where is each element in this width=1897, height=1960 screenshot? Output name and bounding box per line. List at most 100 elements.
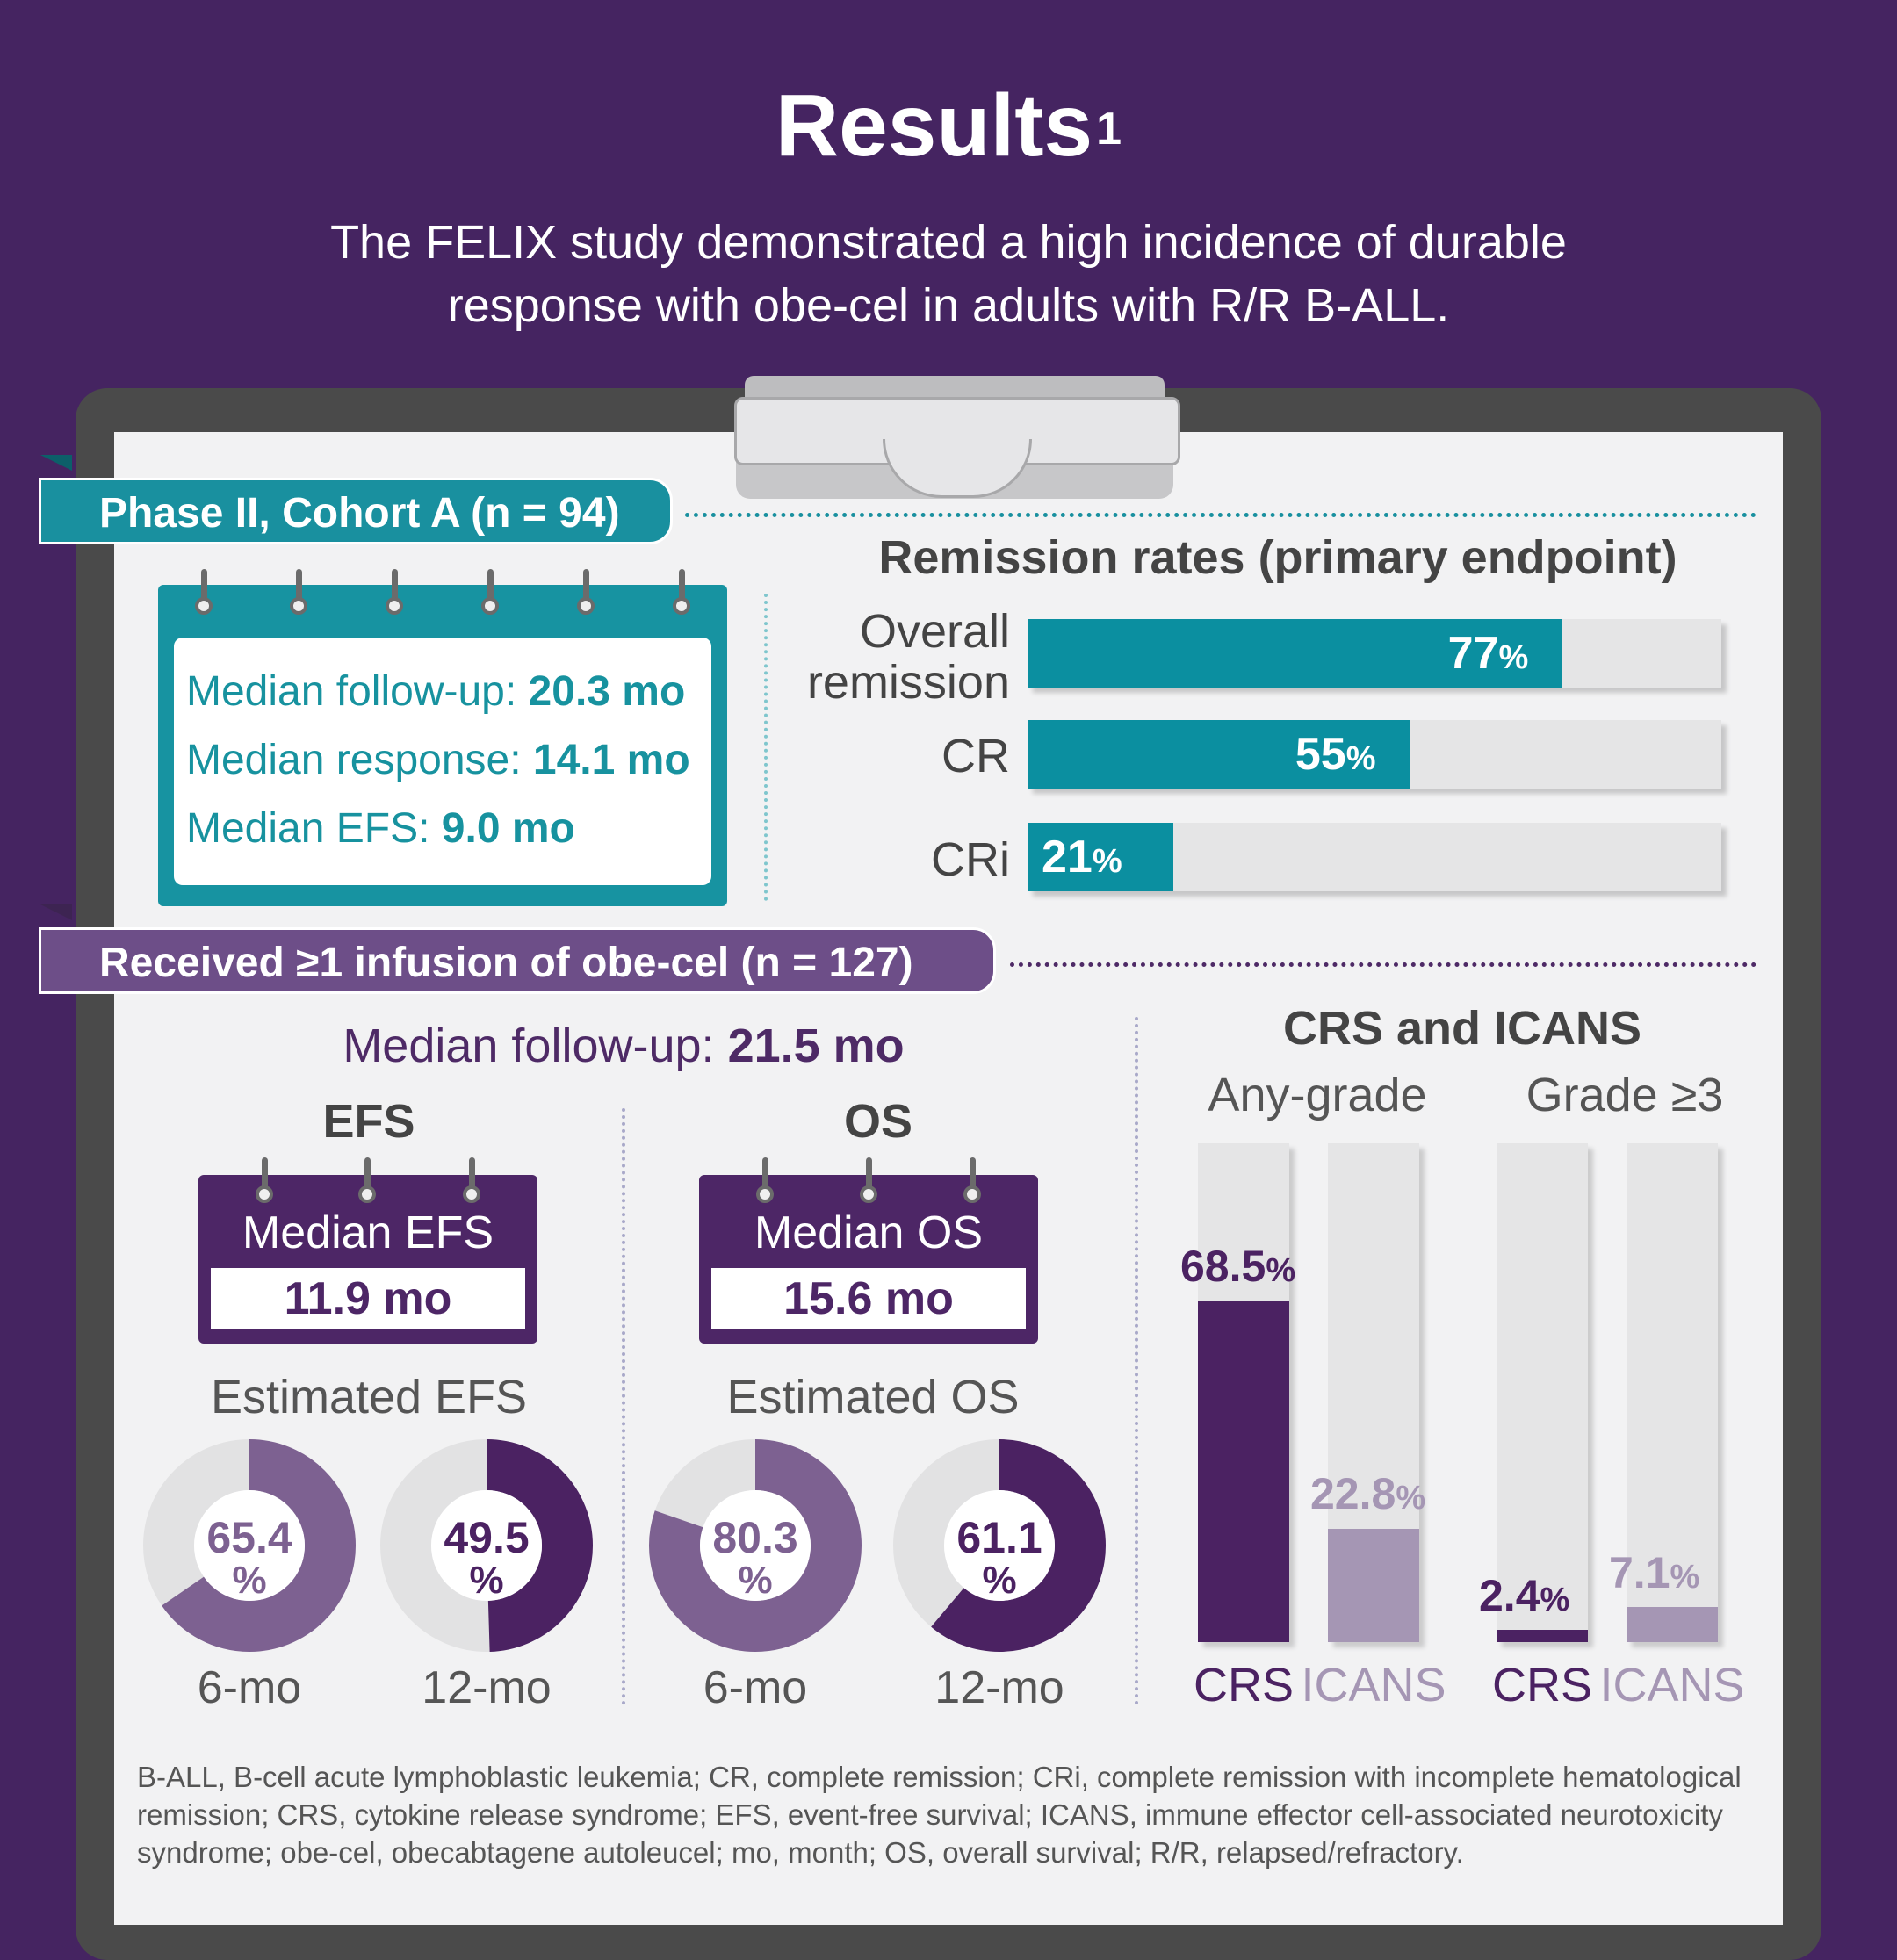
os-heading: OS (843, 1095, 913, 1148)
efs-median-label: Median EFS (242, 1207, 494, 1258)
any-grade-label: Any-grade (1208, 1069, 1427, 1121)
os-6mo-label: 6-mo (703, 1662, 808, 1713)
cohort-a-calendar-page (174, 638, 711, 885)
calendar-ring (756, 1185, 774, 1203)
cohort-a-efs: Median EFS: 9.0 mo (186, 805, 575, 852)
vbar-fill (1328, 1528, 1419, 1642)
donut-arc (143, 1439, 356, 1652)
remission-bar-fill (1028, 619, 1562, 688)
calendar-ring-stem (296, 569, 302, 604)
calendar-ring-stem (762, 1157, 768, 1193)
banner-fold (40, 455, 72, 471)
calendar-ring-stem (866, 1157, 872, 1193)
donut-value: 65.4 (206, 1513, 292, 1562)
donut-center (944, 1490, 1055, 1601)
efs-6mo-label: 6-mo (197, 1662, 302, 1713)
clipboard-clip (734, 397, 1180, 465)
remission-bar-fill (1028, 720, 1410, 789)
donut-value: 61.1 (956, 1513, 1042, 1562)
infused-followup: Median follow-up: 21.5 mo (343, 1020, 905, 1072)
calendar-ring-stem (201, 569, 207, 604)
calendar-ring-stem (364, 1157, 371, 1193)
os-median-label: Median OS (754, 1207, 984, 1258)
donut-value: 49.5 (444, 1513, 529, 1562)
remission-bar-overall: 77% (1028, 619, 1721, 688)
vbar-category: ICANS (1599, 1659, 1745, 1711)
purple-dotted-divider (1010, 962, 1756, 967)
calendar-ring (463, 1185, 480, 1203)
donut-value: 80.3 (712, 1513, 797, 1562)
os-estimated-label: Estimated OS (726, 1371, 1020, 1423)
donut-unit: % (469, 1559, 503, 1602)
banner-fold (40, 904, 72, 920)
calendar-ring (481, 597, 499, 615)
os-12mo-label: 12-mo (934, 1662, 1064, 1713)
vbar-category: CRS (1193, 1659, 1294, 1711)
efs-estimated-label: Estimated EFS (210, 1371, 528, 1423)
calendar-ring-stem (583, 569, 589, 604)
remission-bar-value: 21% (1042, 832, 1122, 883)
donut-unit: % (232, 1559, 266, 1602)
calendar-ring-stem (487, 569, 494, 604)
donut-center (700, 1490, 811, 1601)
calendar-ring (577, 597, 595, 615)
infused-banner: Received ≥1 infusion of obe-cel (n = 127… (39, 927, 996, 994)
efs-heading: EFS (322, 1095, 415, 1148)
vbar-category: CRS (1491, 1659, 1592, 1711)
donut-arc (893, 1439, 1106, 1652)
calendar-ring (290, 597, 307, 615)
remission-label-cr: CR (941, 730, 1010, 782)
calendar-ring (358, 1185, 376, 1203)
donut-unit: % (982, 1559, 1016, 1602)
vbar-crs-0 (1198, 1143, 1289, 1642)
efs-os-divider (622, 1108, 625, 1705)
donut-arc (649, 1439, 862, 1652)
donut-arc (380, 1439, 593, 1652)
cohort-a-banner: Phase II, Cohort A (n = 94) (39, 478, 673, 544)
vbar-crs-2 (1497, 1143, 1588, 1642)
calendar-ring (673, 597, 690, 615)
calendar-ring-stem (970, 1157, 976, 1193)
grade3-label: Grade ≥3 (1526, 1069, 1724, 1121)
efs-6mo-donut: 65.4% (143, 1439, 356, 1652)
calendar-ring (386, 597, 403, 615)
efs-median-value: 11.9 mo (211, 1268, 525, 1329)
crs-icans-title: CRS and ICANS (1282, 1002, 1642, 1055)
survival-crs-divider (1135, 1017, 1138, 1705)
vbar-fill (1627, 1606, 1718, 1642)
calendar-ring (256, 1185, 273, 1203)
footnote: B-ALL, B-cell acute lymphoblastic leukem… (137, 1761, 1742, 1869)
teal-dotted-divider (685, 513, 1756, 517)
vbar-fill (1198, 1300, 1289, 1642)
calendar-ring-stem (262, 1157, 268, 1193)
title-footnote-ref: 1 (1096, 104, 1122, 155)
vbar-fill (1497, 1630, 1588, 1642)
remission-bar-fill (1028, 823, 1173, 891)
remission-bar-value: 77% (1447, 628, 1529, 679)
remission-bar-cr: 55% (1028, 720, 1721, 789)
vbar-icans-3 (1627, 1143, 1718, 1642)
vbar-category: ICANS (1301, 1659, 1446, 1711)
vbar-value: 2.4% (1479, 1571, 1570, 1621)
os-median-value: 15.6 mo (711, 1268, 1026, 1329)
os-6mo-donut: 80.3% (649, 1439, 862, 1652)
page-subtitle: The FELIX study demonstrated a high inci… (330, 216, 1567, 332)
vbar-value: 7.1% (1609, 1547, 1700, 1597)
calendar-ring (860, 1185, 877, 1203)
calendar-ring-stem (392, 569, 398, 604)
remission-label-overall: Overall remission (806, 605, 1010, 709)
calendar-ring (963, 1185, 981, 1203)
efs-12mo-label: 12-mo (422, 1662, 552, 1713)
remission-label-cri: CRi (931, 833, 1010, 886)
page-title: Results1 (775, 76, 1122, 175)
remission-bar-value: 55% (1295, 729, 1376, 780)
infographic: Results1 The FELIX study demonstrated a … (39, 76, 1821, 1960)
teal-vertical-divider (764, 594, 768, 901)
calendar-ring (195, 597, 213, 615)
cohort-a-response: Median response: 14.1 mo (186, 737, 690, 783)
efs-12mo-donut: 49.5% (380, 1439, 593, 1652)
donut-unit: % (738, 1559, 772, 1602)
vbar-value: 68.5% (1180, 1241, 1296, 1291)
vbar-icans-1 (1328, 1143, 1419, 1642)
cohort-a-followup: Median follow-up: 20.3 mo (186, 668, 686, 715)
